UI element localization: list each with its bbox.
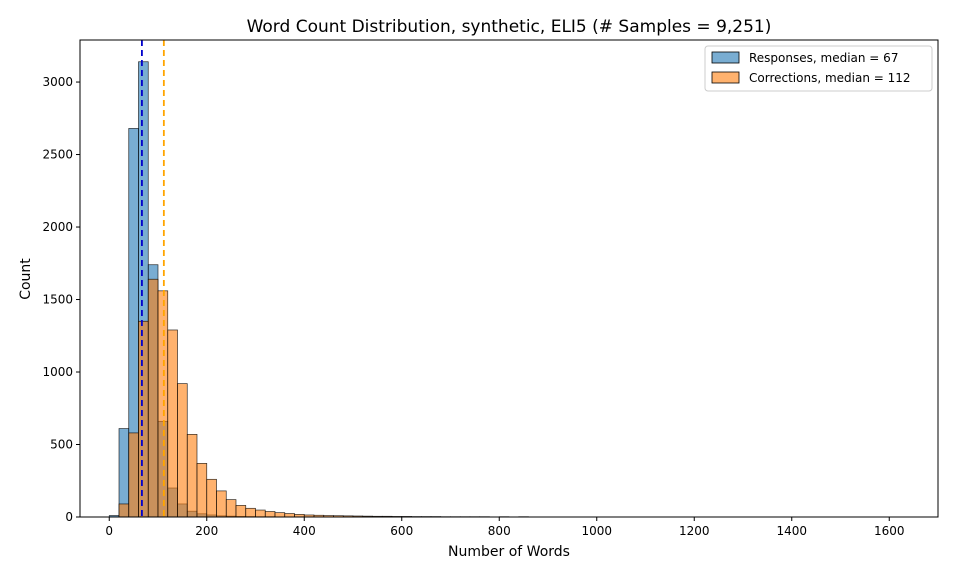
plot-area xyxy=(108,40,900,518)
x-tick-label: 1200 xyxy=(679,524,710,538)
legend-label-corrections: Corrections, median = 112 xyxy=(749,71,911,85)
histogram-bar xyxy=(225,499,237,518)
x-axis-title: Number of Words xyxy=(448,544,570,560)
histogram-bar xyxy=(255,509,266,518)
histogram-bar xyxy=(235,505,247,518)
y-tick-label: 2500 xyxy=(42,148,73,162)
y-tick-label: 3000 xyxy=(42,75,73,89)
histogram-bar xyxy=(128,432,139,518)
histogram-bar xyxy=(264,511,276,518)
x-tick-label: 1600 xyxy=(874,524,905,538)
legend-swatch-corrections xyxy=(711,71,740,84)
histogram-bar xyxy=(157,290,169,518)
y-axis-title: Count xyxy=(18,258,34,300)
histogram-bar xyxy=(245,507,256,518)
x-tick-label: 200 xyxy=(195,524,218,538)
histogram-bar xyxy=(177,383,188,518)
histogram-bar xyxy=(216,490,227,518)
histogram-bar xyxy=(186,434,198,518)
legend: Responses, median = 67 Corrections, medi… xyxy=(704,45,933,92)
x-tick-label: 400 xyxy=(293,524,316,538)
y-tick-label: 500 xyxy=(50,438,73,452)
histogram-bar xyxy=(118,503,130,518)
histogram-bar xyxy=(206,478,217,518)
legend-box xyxy=(704,45,933,92)
histogram-bar xyxy=(167,329,178,518)
legend-swatch-responses xyxy=(711,51,740,64)
histogram-bar xyxy=(147,278,159,518)
x-tick-label: 600 xyxy=(390,524,413,538)
y-tick-label: 1000 xyxy=(42,365,73,379)
x-axis: 0 200 400 600 800 1000 1200 1400 1600 xyxy=(105,517,905,538)
x-tick-label: 0 xyxy=(105,524,113,538)
axes-frame xyxy=(79,39,939,518)
y-tick-label: 1500 xyxy=(42,293,73,307)
x-tick-label: 1000 xyxy=(581,524,612,538)
x-tick-label: 1400 xyxy=(776,524,807,538)
y-tick-label: 0 xyxy=(65,510,73,524)
histogram-bar xyxy=(274,512,286,518)
x-tick-label: 800 xyxy=(488,524,511,538)
y-tick-label: 2000 xyxy=(42,220,73,234)
chart-title: Word Count Distribution, synthetic, ELI5… xyxy=(247,17,772,37)
histogram-bar xyxy=(196,463,208,518)
histogram-bar xyxy=(284,513,295,518)
legend-label-responses: Responses, median = 67 xyxy=(749,51,898,65)
histogram-bar xyxy=(138,320,149,518)
y-axis: 0 500 1000 1500 2000 2500 3000 xyxy=(42,75,80,524)
series-1 xyxy=(118,278,900,518)
